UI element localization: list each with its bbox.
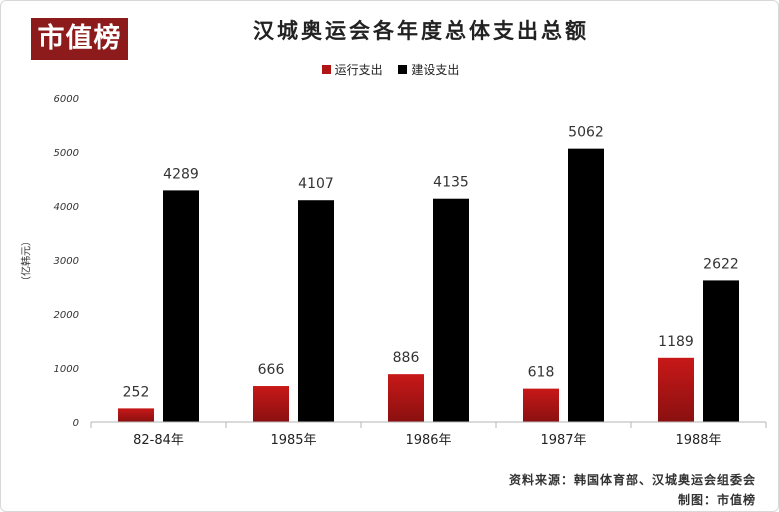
data-label-construction: 4107 xyxy=(298,176,334,192)
source-note: 资料来源：韩国体育部、汉城奥运会组委会 xyxy=(508,473,756,487)
data-label-operating: 252 xyxy=(123,384,150,400)
y-tick-label: 5000 xyxy=(54,148,79,159)
bar-construction xyxy=(433,198,469,422)
chart-title: 汉城奥运会各年度总体支出总额 xyxy=(253,19,589,43)
x-tick-label: 1985年 xyxy=(270,433,316,448)
legend: 运行支出 建设支出 xyxy=(1,61,778,78)
data-labels: 252 4289 666 4107 886 4135 618 5062 1189 2622 xyxy=(123,125,739,401)
legend-item-construction: 建设支出 xyxy=(398,61,459,78)
maker-note: 制图：市值榜 xyxy=(677,493,756,507)
bar-construction xyxy=(568,148,604,423)
data-label-construction: 4135 xyxy=(433,175,469,191)
legend-label-construction: 建设支出 xyxy=(411,63,460,77)
data-label-construction: 5062 xyxy=(568,125,604,141)
x-tick-label: 82-84年 xyxy=(133,433,184,448)
data-label-operating: 666 xyxy=(258,362,285,378)
bar-construction xyxy=(163,190,199,422)
x-tick-label: 1987年 xyxy=(540,433,586,448)
x-tick-label: 1988年 xyxy=(675,433,721,448)
data-label-operating: 886 xyxy=(393,350,420,366)
data-label-construction: 4289 xyxy=(163,166,199,182)
y-tick-label: 3000 xyxy=(54,256,79,267)
legend-label-operating: 运行支出 xyxy=(334,63,383,77)
bar-construction xyxy=(703,280,739,422)
logo: 市值榜 xyxy=(31,18,128,60)
bar-operating xyxy=(388,374,424,422)
legend-swatch-construction xyxy=(398,65,408,74)
bar-operating xyxy=(253,386,289,422)
y-tick-label: 4000 xyxy=(54,202,79,213)
bar-operating xyxy=(523,388,559,422)
bar-operating xyxy=(658,357,694,422)
y-tick-label: 0 xyxy=(73,418,79,429)
y-tick-label: 2000 xyxy=(54,310,79,321)
x-tick-label: 1986年 xyxy=(405,433,451,448)
bar-construction xyxy=(298,200,334,422)
legend-swatch-operating xyxy=(321,65,331,74)
data-label-operating: 1189 xyxy=(658,334,694,350)
y-tick-label: 1000 xyxy=(54,364,79,375)
bars xyxy=(118,148,739,423)
data-label-operating: 618 xyxy=(528,365,555,381)
legend-item-operating: 运行支出 xyxy=(321,61,383,78)
bar-operating xyxy=(118,408,154,422)
y-tick-labels: 0 1000 2000 3000 4000 5000 6000 xyxy=(54,94,79,429)
y-tick-label: 6000 xyxy=(54,94,79,105)
data-label-construction: 2622 xyxy=(703,256,739,272)
x-axis: 82-84年 1985年 1986年 1987年 1988年 xyxy=(90,421,767,448)
